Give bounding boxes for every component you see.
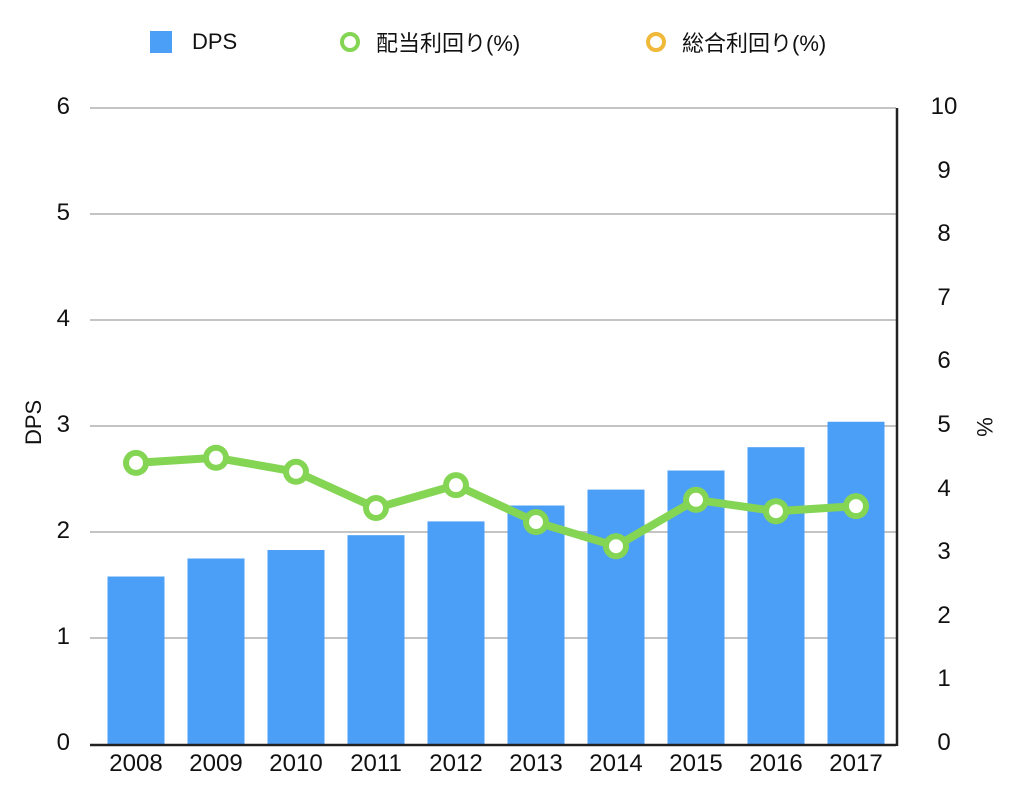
bar-2011	[347, 535, 405, 744]
left-tick-label: 2	[56, 517, 70, 544]
x-tick-label: 2009	[189, 750, 243, 777]
bar-2017	[827, 421, 885, 744]
right-tick-label: 2	[937, 601, 951, 629]
bar-2016	[747, 447, 805, 744]
left-tick-label: 0	[56, 729, 70, 756]
left-tick-label: 4	[56, 305, 70, 332]
bar-swatch-icon	[150, 31, 172, 53]
marker-inner-2015	[689, 492, 703, 507]
legend-item-dividend-yield: 配当利回り(%)	[340, 24, 520, 60]
x-tick-label: 2014	[589, 750, 643, 777]
marker-inner-2009	[209, 450, 223, 465]
left-tick-label: 1	[56, 623, 70, 650]
x-tick-label: 2008	[109, 750, 163, 777]
marker-inner-2008	[129, 455, 143, 470]
x-tick-label: 2017	[829, 750, 883, 777]
x-tick-label: 2015	[669, 750, 723, 777]
left-axis-label: DPS	[21, 399, 46, 445]
bar-2015	[667, 470, 725, 744]
left-tick-label: 5	[56, 199, 70, 226]
x-tick-label: 2011	[350, 750, 402, 777]
x-tick-label: 2010	[269, 750, 323, 777]
x-tick-label: 2012	[429, 750, 483, 777]
legend-label: DPS	[192, 29, 238, 54]
right-axis-label: %	[972, 417, 997, 437]
left-tick-label: 6	[56, 93, 70, 120]
marker-inner-2013	[529, 515, 543, 530]
circle-marker-icon	[340, 32, 360, 52]
bar-2009	[187, 558, 245, 744]
bar-2008	[107, 576, 165, 744]
right-tick-label: 7	[937, 283, 951, 311]
marker-inner-2017	[849, 499, 863, 514]
right-tick-label: 6	[937, 347, 951, 375]
x-tick-label: 2016	[749, 750, 803, 777]
right-tick-label: 10	[930, 93, 958, 120]
right-tick-label: 4	[937, 474, 951, 502]
marker-inner-2010	[289, 464, 303, 479]
legend: DPS 配当利回り(%) 総合利回り(%)	[0, 24, 1016, 60]
right-tick-label: 1	[937, 665, 951, 693]
bar-2012	[427, 521, 485, 744]
right-tick-label: 8	[937, 220, 951, 248]
marker-inner-2016	[769, 504, 783, 519]
left-tick-label: 3	[56, 411, 70, 438]
legend-item-dps: DPS	[150, 24, 237, 60]
right-tick-label: 0	[937, 729, 951, 756]
marker-inner-2012	[449, 478, 463, 493]
bar-2014	[587, 489, 645, 744]
right-tick-label: 9	[937, 156, 951, 184]
marker-inner-2014	[609, 539, 623, 554]
bar-2013	[507, 505, 565, 744]
marker-inner-2011	[369, 501, 383, 516]
legend-label: 総合利回り(%)	[682, 31, 827, 56]
x-tick-label: 2013	[509, 750, 563, 777]
dividend-yield-line	[135, 453, 857, 551]
right-tick-label: 5	[937, 411, 951, 438]
right-tick-label: 3	[937, 538, 951, 566]
legend-item-total-yield: 総合利回り(%)	[646, 24, 826, 60]
bar-2010	[267, 550, 325, 744]
legend-label: 配当利回り(%)	[376, 31, 521, 56]
circle-marker-icon	[646, 32, 666, 52]
